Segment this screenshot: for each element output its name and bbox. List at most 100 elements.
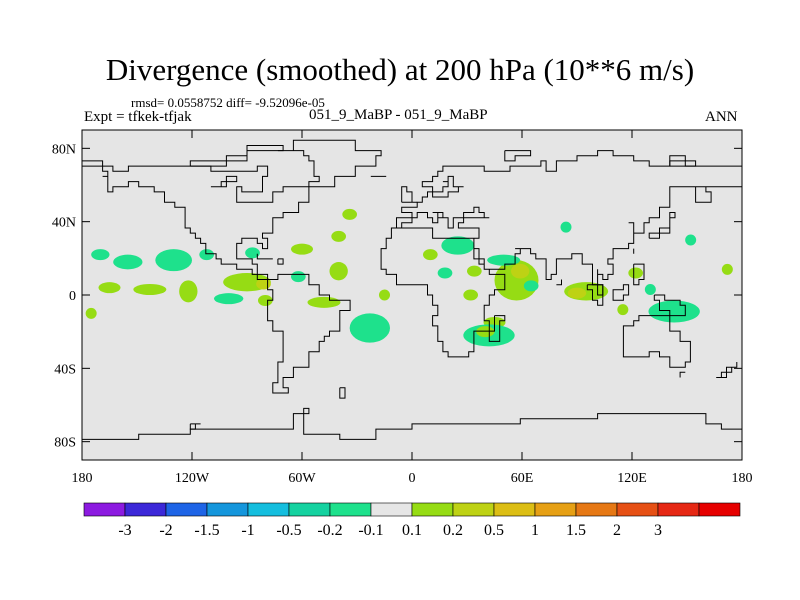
contour-region-38 [617,304,629,316]
contour-region-12 [258,295,273,306]
contour-region-4 [85,307,97,319]
y-tick-label-3: 40S [54,362,76,377]
coastline-2 [277,139,382,188]
colorbar-label-1: -2 [159,522,172,539]
contour-region-33 [560,221,572,233]
coastline-7 [401,186,418,203]
contour-region-2 [98,282,121,294]
x-tick-label-1: 120W [175,471,210,486]
colorbar-label-6: -0.1 [358,522,383,539]
coastline-24 [504,150,532,162]
y-tick-label-1: 40N [52,216,76,231]
colorbar-swatch-2 [165,502,208,517]
colorbar-swatch-8 [411,502,454,517]
coastline-11 [716,362,738,378]
coastline-12 [586,284,604,306]
contour-region-41 [721,263,733,275]
y-tick-label-4: 80S [54,436,76,451]
coastline-6 [488,315,506,342]
coastline-5 [380,150,742,358]
contour-region-23 [467,265,482,277]
chart-title: Divergence (smoothed) at 200 hPa (10**6 … [105,52,695,87]
contour-region-7 [199,249,215,261]
contour-region-11 [214,293,244,305]
contour-region-22 [441,236,475,255]
colorbar-swatch-4 [247,502,290,517]
colorbar-swatch-5 [288,502,331,517]
contour-region-32 [476,326,495,338]
coastline-8 [648,212,676,239]
coastline-14 [653,294,686,317]
contour-region-24 [437,267,453,279]
coastline-20 [556,279,562,286]
colorbar-label-4: -0.5 [276,522,301,539]
coastline-layer [82,139,742,440]
contour-region-6 [155,249,193,272]
contour-region-3 [133,284,167,295]
colorbar-label-2: -1.5 [194,522,219,539]
coastline-10 [679,371,686,378]
contour-region-17 [329,262,348,281]
contour-region-36 [628,267,644,279]
colorbar-swatch-3 [206,502,249,517]
colorbar-label-12: 2 [613,522,621,539]
coastline-0 [82,160,351,394]
colorbar-swatch-12 [575,502,618,517]
y-tick-label-2: 0 [69,289,76,304]
coastline-1 [210,175,238,188]
contour-region-5 [179,280,198,303]
colorbar-label-10: 1 [531,522,539,539]
contour-region-29 [463,289,478,301]
colorbar-swatch-1 [124,502,167,517]
contour-region-16 [291,271,306,283]
coastline-21 [633,263,645,286]
contour-region-0 [91,249,110,261]
coastline-16 [339,387,346,399]
contour-region-20 [349,313,391,343]
colorbar-swatch-0 [83,502,126,517]
colorbar-swatch-15 [698,502,741,517]
colorbar-label-5: -0.2 [317,522,342,539]
coastline-13 [612,284,630,301]
colorbar-label-13: 3 [654,522,662,539]
coastline-15 [82,407,742,440]
contour-region-10 [256,278,271,290]
contour-region-39 [648,300,700,323]
colorbar-swatch-6 [329,502,372,517]
contour-region-28 [523,280,539,292]
contour-region-19 [379,289,390,301]
coastline-18 [277,258,284,265]
season-label: ANN [705,109,738,125]
coastline-23 [669,155,697,167]
colorbar-label-8: 0.2 [443,522,463,539]
contour-region-15 [342,208,357,220]
x-tick-label-6: 180 [732,471,753,486]
colorbar-label-3: -1 [241,522,254,539]
colorbar-swatch-14 [657,502,700,517]
x-tick-label-2: 60W [288,471,316,486]
experiment-label: Expt = tfkek-tfjak [84,109,192,125]
colorbar-swatch-11 [534,502,577,517]
contour-region-40 [685,234,697,246]
colorbar-swatch-7 [370,502,413,517]
contour-region-27 [487,254,521,266]
x-tick-label-4: 60E [511,471,534,486]
cases-label: 051_9_MaBP - 051_9_MaBP [309,107,488,123]
colorbar-label-11: 1.5 [566,522,586,539]
coastline-17 [256,253,273,260]
contour-region-1 [113,254,143,270]
colorbar-label-0: -3 [118,522,131,539]
axis-ticks: 180 120W 60W 0 60E 120E 180 80N 40N 0 40S 80S [52,130,753,486]
x-tick-label-0: 180 [72,471,93,486]
x-tick-label-3: 0 [409,471,416,486]
y-tick-label-0: 80N [52,142,76,157]
colorbar-label-9: 0.5 [484,522,504,539]
contour-region-35 [567,287,587,299]
coastline-4 [189,145,284,167]
stats-label: rmsd= 0.0558752 diff= -9.52096e-05 [131,95,325,110]
contour-region-14 [331,230,346,242]
colorbar: -3 -2 -1.5 -1 -0.5 -0.2 -0.1 0.1 0.2 0.5 1 1.5 2 3 [83,502,741,539]
contour-region-13 [291,243,313,255]
contour-region-8 [245,247,260,259]
